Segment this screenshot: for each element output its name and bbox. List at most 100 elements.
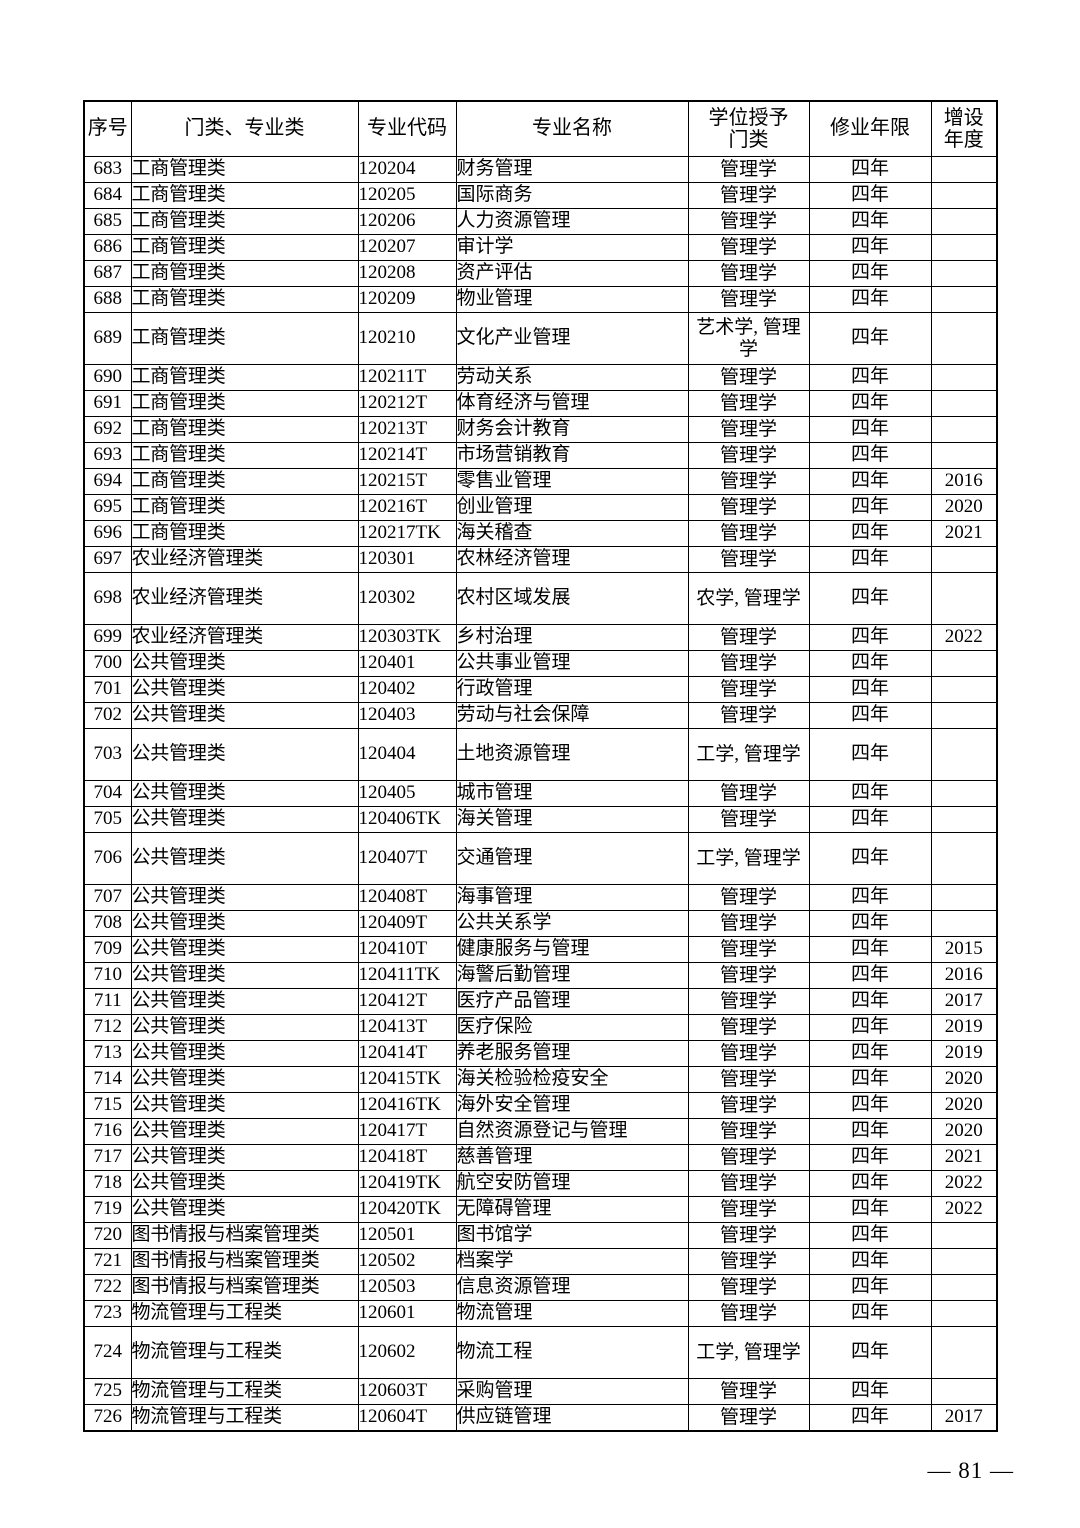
cell-degree: 管理学 — [687, 1378, 810, 1405]
cell-seq: 686 — [83, 234, 132, 261]
cell-degree: 管理学 — [687, 1092, 810, 1119]
cell-added-year: 2017 — [930, 1404, 998, 1432]
cell-added-year: 2019 — [930, 1014, 998, 1041]
column-header-category: 门类、专业类 — [130, 100, 359, 157]
cell-major-name: 海警后勤管理 — [455, 962, 689, 989]
cell-category: 工商管理类 — [130, 390, 359, 417]
cell-category: 公共管理类 — [130, 780, 359, 807]
cell-degree: 工学, 管理学 — [687, 1326, 810, 1379]
cell-major-code: 120210 — [357, 312, 457, 365]
cell-degree: 管理学 — [687, 1300, 810, 1327]
table-row: 713 公共管理类 120414T 养老服务管理 管理学 四年 2019 — [83, 1040, 998, 1067]
cell-category: 图书情报与档案管理类 — [130, 1222, 359, 1249]
cell-major-code: 120418T — [357, 1144, 457, 1171]
cell-study-years: 四年 — [808, 520, 932, 547]
cell-degree: 管理学 — [687, 364, 810, 391]
cell-seq: 696 — [83, 520, 132, 547]
cell-study-years: 四年 — [808, 260, 932, 287]
table-row: 697 农业经济管理类 120301 农林经济管理 管理学 四年 — [83, 546, 998, 573]
cell-category: 图书情报与档案管理类 — [130, 1248, 359, 1275]
cell-major-code: 120413T — [357, 1014, 457, 1041]
cell-added-year — [930, 1274, 998, 1301]
cell-major-code: 120205 — [357, 182, 457, 209]
cell-major-name: 资产评估 — [455, 260, 689, 287]
cell-degree: 管理学 — [687, 1222, 810, 1249]
cell-category: 工商管理类 — [130, 234, 359, 261]
cell-major-name: 城市管理 — [455, 780, 689, 807]
table-row: 725 物流管理与工程类 120603T 采购管理 管理学 四年 — [83, 1378, 998, 1405]
cell-seq: 713 — [83, 1040, 132, 1067]
table-row: 700 公共管理类 120401 公共事业管理 管理学 四年 — [83, 650, 998, 677]
cell-major-name: 劳动与社会保障 — [455, 702, 689, 729]
cell-seq: 720 — [83, 1222, 132, 1249]
cell-degree: 管理学 — [687, 520, 810, 547]
cell-degree: 管理学 — [687, 650, 810, 677]
cell-degree: 管理学 — [687, 234, 810, 261]
table-row: 708 公共管理类 120409T 公共关系学 管理学 四年 — [83, 910, 998, 937]
cell-degree: 管理学 — [687, 624, 810, 651]
cell-study-years: 四年 — [808, 832, 932, 885]
table-body: 683 工商管理类 120204 财务管理 管理学 四年 684 工商管理类 120205 国际商… — [83, 156, 998, 1432]
cell-major-name: 海外安全管理 — [455, 1092, 689, 1119]
cell-major-code: 120214T — [357, 442, 457, 469]
cell-category: 工商管理类 — [130, 182, 359, 209]
cell-category: 物流管理与工程类 — [130, 1326, 359, 1379]
cell-degree: 管理学 — [687, 468, 810, 495]
page-number: — 81 — — [927, 1458, 1014, 1483]
cell-category: 物流管理与工程类 — [130, 1404, 359, 1432]
cell-major-name: 供应链管理 — [455, 1404, 689, 1432]
cell-major-name: 航空安防管理 — [455, 1170, 689, 1197]
cell-seq: 714 — [83, 1066, 132, 1093]
cell-added-year — [930, 780, 998, 807]
table-row: 692 工商管理类 120213T 财务会计教育 管理学 四年 — [83, 416, 998, 443]
cell-major-code: 120208 — [357, 260, 457, 287]
cell-seq: 716 — [83, 1118, 132, 1145]
cell-seq: 693 — [83, 442, 132, 469]
cell-major-code: 120211T — [357, 364, 457, 391]
cell-major-name: 行政管理 — [455, 676, 689, 703]
cell-seq: 700 — [83, 650, 132, 677]
cell-study-years: 四年 — [808, 1222, 932, 1249]
cell-degree: 管理学 — [687, 286, 810, 313]
cell-study-years: 四年 — [808, 988, 932, 1015]
cell-seq: 685 — [83, 208, 132, 235]
cell-category: 工商管理类 — [130, 260, 359, 287]
cell-added-year — [930, 1326, 998, 1379]
cell-degree: 管理学 — [687, 546, 810, 573]
cell-seq: 719 — [83, 1196, 132, 1223]
cell-degree: 管理学 — [687, 910, 810, 937]
cell-seq: 717 — [83, 1144, 132, 1171]
table-row: 711 公共管理类 120412T 医疗产品管理 管理学 四年 2017 — [83, 988, 998, 1015]
cell-category: 物流管理与工程类 — [130, 1300, 359, 1327]
cell-study-years: 四年 — [808, 1170, 932, 1197]
table-row: 719 公共管理类 120420TK 无障碍管理 管理学 四年 2022 — [83, 1196, 998, 1223]
cell-major-code: 120204 — [357, 156, 457, 183]
cell-seq: 708 — [83, 910, 132, 937]
cell-major-name: 慈善管理 — [455, 1144, 689, 1171]
cell-category: 公共管理类 — [130, 728, 359, 781]
cell-degree: 管理学 — [687, 1040, 810, 1067]
cell-category: 工商管理类 — [130, 494, 359, 521]
cell-study-years: 四年 — [808, 1144, 932, 1171]
majors-table-container: 序号 门类、专业类 专业代码 专业名称 学位授予 门类 修业年限 增设 年度 6… — [83, 100, 998, 1432]
cell-added-year — [930, 546, 998, 573]
cell-category: 公共管理类 — [130, 832, 359, 885]
cell-seq: 724 — [83, 1326, 132, 1379]
cell-study-years: 四年 — [808, 1404, 932, 1432]
cell-study-years: 四年 — [808, 468, 932, 495]
cell-added-year — [930, 702, 998, 729]
cell-added-year — [930, 676, 998, 703]
cell-degree: 艺术学, 管理学 — [687, 312, 810, 365]
cell-category: 公共管理类 — [130, 676, 359, 703]
cell-degree: 管理学 — [687, 806, 810, 833]
cell-major-code: 120503 — [357, 1274, 457, 1301]
cell-added-year — [930, 1300, 998, 1327]
table-row: 695 工商管理类 120216T 创业管理 管理学 四年 2020 — [83, 494, 998, 521]
cell-added-year — [930, 884, 998, 911]
cell-study-years: 四年 — [808, 494, 932, 521]
cell-category: 工商管理类 — [130, 520, 359, 547]
cell-added-year: 2019 — [930, 1040, 998, 1067]
column-header-degree-category-line1: 学位授予 — [708, 106, 789, 129]
column-header-added-year-line2: 年度 — [943, 129, 984, 151]
cell-added-year — [930, 1222, 998, 1249]
